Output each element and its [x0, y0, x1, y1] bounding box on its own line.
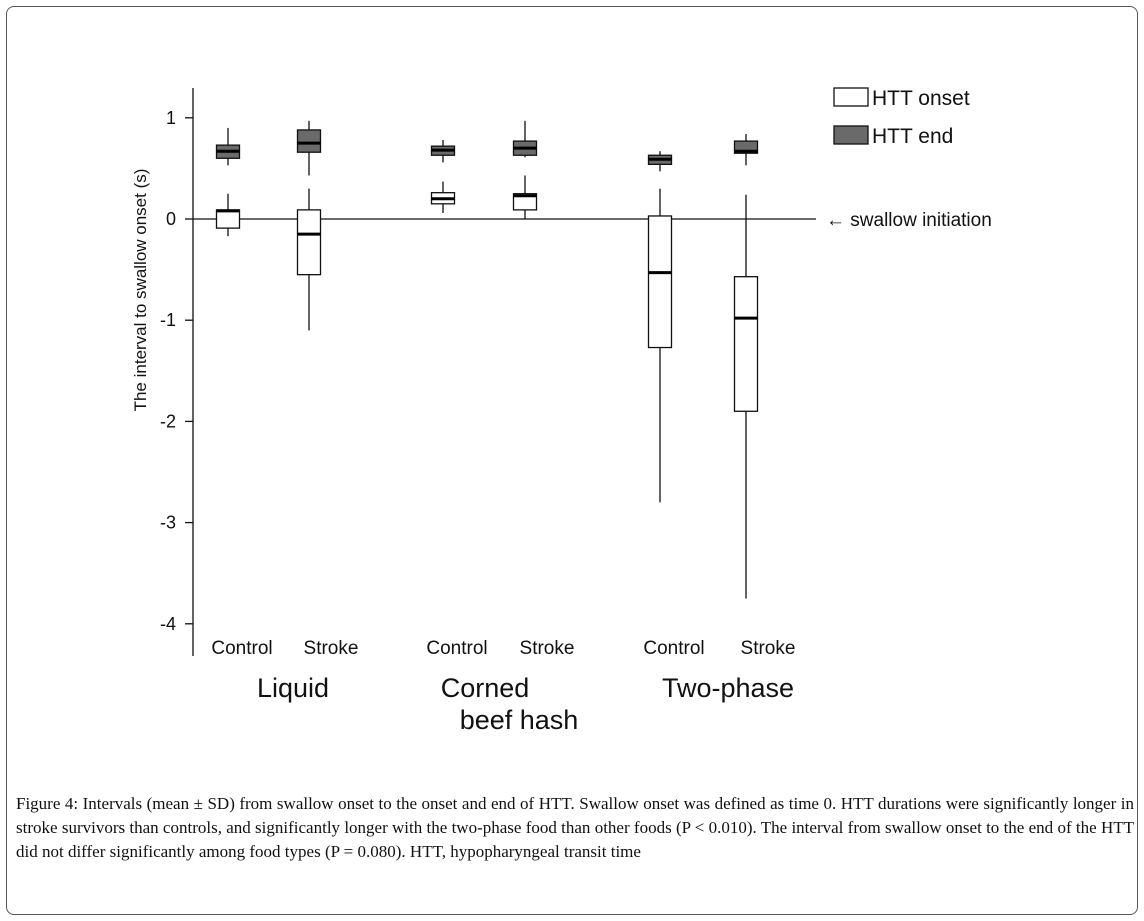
box-body	[296, 209, 322, 276]
axis-layer: -4 -3 -2 -1 0 1 The interval to swallow onset …	[131, 88, 992, 656]
box-onset-0	[215, 193, 241, 237]
y-tick-label-0: -4	[160, 614, 176, 634]
box-end-4	[647, 151, 673, 172]
category-label-1: Stroke	[304, 638, 359, 659]
figure-frame	[6, 6, 1138, 915]
group-label-0-0: Liquid	[257, 673, 329, 703]
category-label-0: Control	[211, 638, 272, 659]
legend-swatch-0	[833, 87, 869, 107]
legend: HTT onset HTT end	[833, 87, 970, 148]
box-body	[512, 193, 538, 211]
legend-label-0: HTT onset	[872, 87, 970, 110]
box-body	[215, 209, 241, 229]
y-tick-label-4: 0	[166, 209, 176, 229]
y-tick-label-1: -3	[160, 513, 176, 533]
group-label-1-0: Corned	[441, 673, 530, 703]
group-label-1-1: beef hash	[460, 705, 579, 735]
legend-swatch-1	[833, 125, 869, 145]
box-end-5	[733, 133, 759, 166]
box-onset-2	[430, 181, 456, 213]
box-onset-5	[733, 194, 759, 599]
box-onset-1	[296, 188, 322, 331]
box-body	[647, 215, 673, 349]
category-label-5: Stroke	[741, 638, 796, 659]
label-layer: Control Stroke Control Stroke Control Stroke L…	[211, 638, 795, 735]
y-tick-label-3: -1	[160, 310, 176, 330]
box-end-0	[215, 127, 241, 166]
box-end-1	[296, 120, 322, 176]
caption-lead: Figure 4:	[16, 794, 79, 813]
caption-text: Intervals (mean ± SD) from swallow onset…	[16, 794, 1134, 861]
box-body	[296, 129, 322, 153]
y-tick-label-5: 1	[166, 108, 176, 128]
group-label-2-0: Two-phase	[662, 673, 794, 703]
category-label-4: Control	[643, 638, 704, 659]
box-plot-chart: -4 -3 -2 -1 0 1 The interval to swallow onset …	[131, 87, 992, 735]
box-body	[733, 276, 759, 412]
category-label-2: Control	[426, 638, 487, 659]
legend-label-1: HTT end	[872, 125, 953, 148]
box-end-2	[430, 140, 456, 163]
box-end-3	[512, 120, 538, 158]
y-axis-title: The interval to swallow onset (s)	[131, 169, 150, 412]
figure-caption: Figure 4: Intervals (mean ± SD) from swa…	[16, 792, 1134, 864]
box-onset-4	[647, 188, 673, 503]
swallow-initiation-label: ← swallow initiation	[826, 210, 992, 231]
box-onset-3	[512, 175, 538, 219]
box-layer	[215, 120, 759, 599]
category-label-3: Stroke	[520, 638, 575, 659]
y-tick-label-2: -2	[160, 411, 176, 431]
